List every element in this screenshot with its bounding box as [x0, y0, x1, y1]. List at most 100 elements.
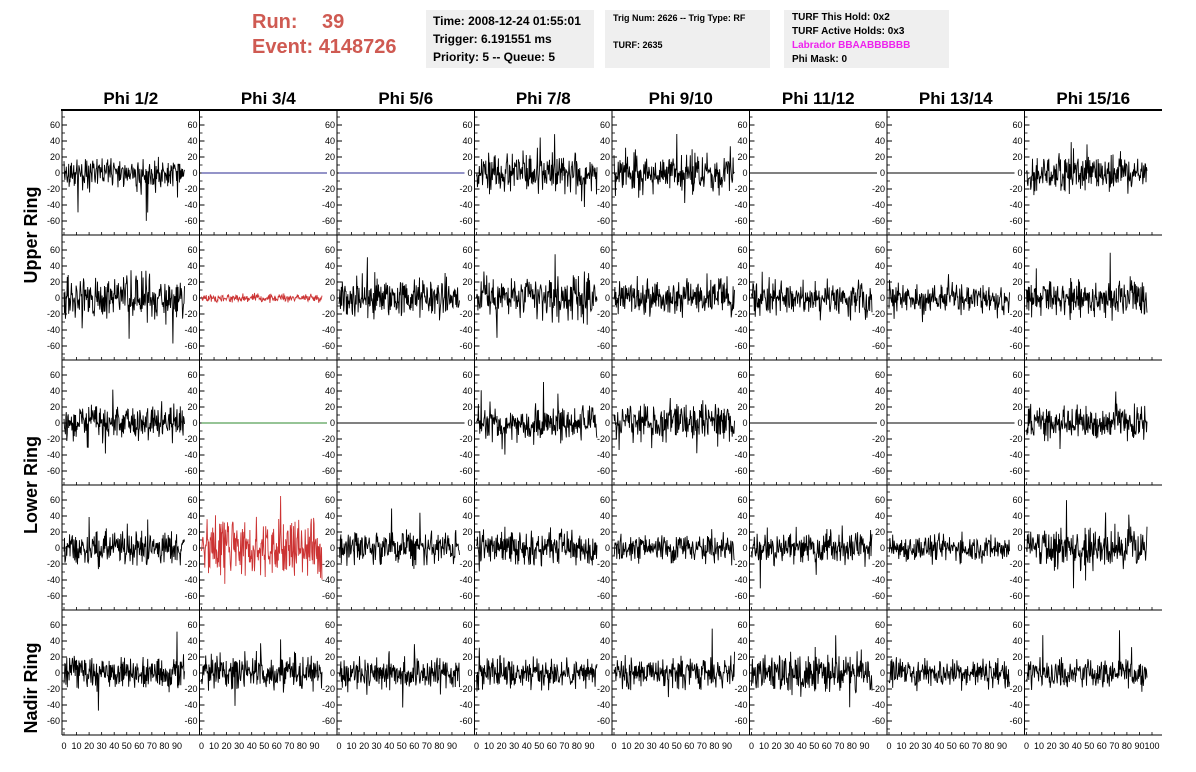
- y-tick-label: 20: [875, 527, 885, 537]
- y-tick-label: 40: [462, 636, 472, 646]
- y-tick-label: 40: [600, 636, 610, 646]
- y-tick-label: -40: [459, 200, 472, 210]
- x-tick-label: 30: [234, 741, 244, 751]
- x-tick-label: 80: [709, 741, 719, 751]
- y-tick-label: 0: [467, 418, 472, 428]
- y-tick-label: -60: [47, 591, 60, 601]
- y-tick-label: -40: [597, 450, 610, 460]
- y-tick-label: -20: [734, 434, 747, 444]
- waveform-trace: [338, 508, 460, 569]
- y-tick-label: -40: [872, 575, 885, 585]
- x-tick-label: 90: [447, 741, 457, 751]
- y-tick-label: 20: [325, 652, 335, 662]
- x-tick-label: 30: [509, 741, 519, 751]
- x-tick-label: 20: [634, 741, 644, 751]
- y-tick-label: -40: [734, 575, 747, 585]
- waveform-trace: [476, 134, 598, 208]
- waveform-trace: [1026, 500, 1148, 589]
- y-tick-label: -40: [184, 200, 197, 210]
- x-tick-label: 10: [622, 741, 632, 751]
- x-tick-label: 50: [672, 741, 682, 751]
- y-tick-label: 0: [467, 543, 472, 553]
- y-tick-label: -20: [184, 559, 197, 569]
- y-tick-label: 20: [50, 402, 60, 412]
- y-tick-label: 20: [875, 652, 885, 662]
- y-tick-label: 0: [880, 418, 885, 428]
- waveform-trace: [1026, 252, 1148, 321]
- y-tick-label: 0: [55, 168, 60, 178]
- y-tick-label: -20: [872, 434, 885, 444]
- y-tick-label: 20: [462, 277, 472, 287]
- x-tick-label: 60: [134, 741, 144, 751]
- ring-label: Lower Ring: [21, 436, 41, 534]
- labrador-text: Labrador BBAABBBBBB: [792, 40, 911, 51]
- y-tick-label: 40: [1012, 386, 1022, 396]
- y-tick-label: 20: [737, 277, 747, 287]
- y-tick-label: 40: [1012, 511, 1022, 521]
- y-tick-label: -60: [734, 716, 747, 726]
- y-tick-label: 60: [50, 495, 60, 505]
- y-tick-label: -60: [322, 216, 335, 226]
- x-tick-label: 30: [97, 741, 107, 751]
- y-tick-label: 20: [600, 402, 610, 412]
- y-tick-label: 20: [187, 152, 197, 162]
- y-tick-label: 40: [50, 261, 60, 271]
- trigger-text: Trigger: 6.191551 ms: [433, 32, 552, 46]
- y-tick-label: 0: [192, 668, 197, 678]
- y-tick-label: 0: [1017, 668, 1022, 678]
- y-tick-label: -40: [459, 700, 472, 710]
- y-tick-label: -60: [1009, 466, 1022, 476]
- y-tick-label: -40: [872, 200, 885, 210]
- y-tick-label: 0: [605, 168, 610, 178]
- y-tick-label: 20: [50, 277, 60, 287]
- y-tick-label: 0: [605, 418, 610, 428]
- waveform-trace: [751, 635, 873, 708]
- column-label: Phi 3/4: [241, 89, 296, 108]
- y-tick-label: -20: [597, 684, 610, 694]
- y-tick-label: 60: [875, 620, 885, 630]
- event-line: Event: 4148726: [252, 35, 397, 60]
- waveform-trace: [63, 389, 185, 454]
- y-tick-label: 40: [462, 386, 472, 396]
- x-tick-label: 70: [972, 741, 982, 751]
- y-tick-label: 40: [462, 261, 472, 271]
- y-tick-label: 60: [462, 245, 472, 255]
- y-tick-label: 60: [325, 245, 335, 255]
- y-tick-label: 20: [187, 652, 197, 662]
- waveform-trace: [476, 254, 598, 338]
- y-tick-label: -60: [47, 716, 60, 726]
- y-tick-label: -60: [597, 716, 610, 726]
- x-tick-label: 60: [409, 741, 419, 751]
- y-tick-label: -20: [734, 684, 747, 694]
- x-tick-label: 30: [784, 741, 794, 751]
- x-tick-label: 60: [684, 741, 694, 751]
- waveform-trace: [476, 647, 598, 692]
- y-tick-label: -20: [47, 559, 60, 569]
- y-tick-label: 40: [600, 136, 610, 146]
- y-tick-label: 60: [187, 495, 197, 505]
- x-tick-label: 60: [1097, 741, 1107, 751]
- y-tick-label: -40: [47, 700, 60, 710]
- x-tick-label: 0: [1024, 741, 1029, 751]
- y-tick-label: -20: [1009, 559, 1022, 569]
- column-label: Phi 9/10: [649, 89, 713, 108]
- y-tick-label: 40: [600, 261, 610, 271]
- y-tick-label: 40: [325, 511, 335, 521]
- y-tick-label: 60: [50, 120, 60, 130]
- y-tick-label: 40: [50, 511, 60, 521]
- y-tick-label: -60: [734, 216, 747, 226]
- y-tick-label: 0: [55, 543, 60, 553]
- x-tick-label: 70: [834, 741, 844, 751]
- y-tick-label: -40: [322, 325, 335, 335]
- waveform-trace: [338, 257, 460, 321]
- y-tick-label: -60: [872, 716, 885, 726]
- waveform-trace: [888, 274, 1010, 323]
- y-tick-label: 20: [325, 402, 335, 412]
- y-tick-label: 40: [1012, 136, 1022, 146]
- y-tick-label: -40: [872, 325, 885, 335]
- y-tick-label: -20: [459, 184, 472, 194]
- y-tick-label: -60: [597, 466, 610, 476]
- y-tick-label: -40: [872, 700, 885, 710]
- y-tick-label: -60: [184, 716, 197, 726]
- y-tick-label: -60: [322, 591, 335, 601]
